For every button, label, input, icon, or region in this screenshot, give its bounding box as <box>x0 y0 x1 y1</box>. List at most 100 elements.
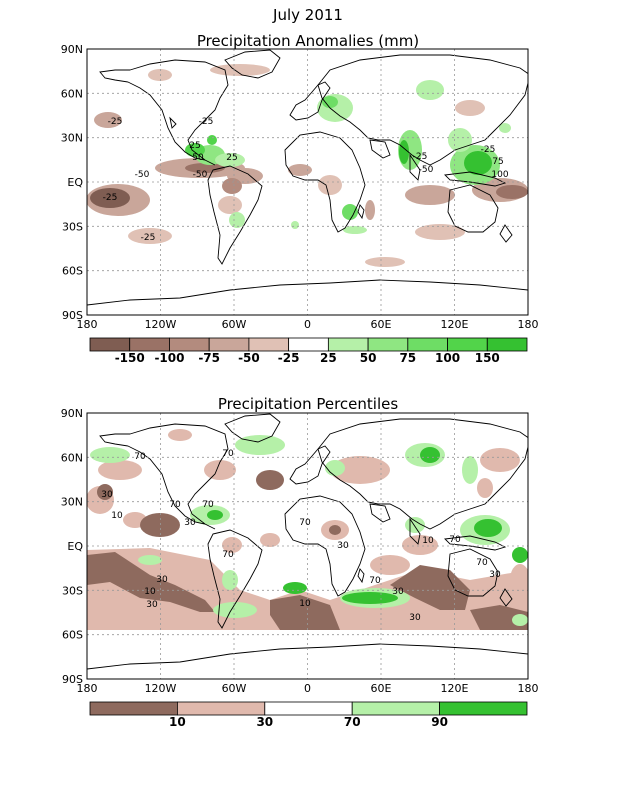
percentile-lon-labels: 180 120W 60W 0 60E 120E 180 <box>77 682 539 695</box>
coastlines <box>87 49 528 315</box>
colorbar-label: 75 <box>399 351 416 365</box>
colorbar-swatch <box>208 337 250 352</box>
colorbar-swatch <box>288 337 329 352</box>
lon-tick-label: 120E <box>441 318 469 331</box>
colorbar-label: 10 <box>169 715 186 729</box>
contour-label: 30 <box>392 587 404 597</box>
contour-label: -25 <box>103 193 118 203</box>
contour-label: -50 <box>419 165 434 175</box>
anomaly-contour-labels: -25 -50 -25 25 50 -25 25 -50 75 100 -25 -50 -25 -25 <box>103 117 509 243</box>
percentile-colorbar: 10 30 70 90 <box>89 701 528 729</box>
colorbar-swatch <box>407 337 448 352</box>
contour-label: 25 <box>189 141 200 151</box>
anomalies-title: Precipitation Anomalies (mm) <box>197 32 419 50</box>
lat-tick-label: EQ <box>67 540 83 553</box>
contour-label: 70 <box>369 576 381 586</box>
colorbar-swatch <box>176 701 266 716</box>
colorbar-label: 50 <box>360 351 377 365</box>
contour-label: -50 <box>193 170 208 180</box>
colorbar-swatch <box>89 337 131 352</box>
contour-label: -25 <box>108 117 123 127</box>
anomaly-shading <box>87 64 528 267</box>
colorbar-label: 30 <box>256 715 273 729</box>
coastlines <box>87 413 528 679</box>
contour-label: 70 <box>476 558 488 568</box>
contour-label: 30 <box>101 490 113 500</box>
lat-tick-label: 90N <box>61 43 83 56</box>
contour-label: -25 <box>413 152 428 162</box>
colorbar-swatch <box>439 701 528 716</box>
colorbar-label: -150 <box>115 351 145 365</box>
contour-label: 10 <box>111 511 123 521</box>
colorbar-label: 100 <box>435 351 460 365</box>
percentile-lat-labels: 90N 60N 30N EQ 30S 60S 90S <box>61 407 84 686</box>
contour-label: 70 <box>134 452 146 462</box>
contour-label: 70 <box>222 550 234 560</box>
colorbar-label: 25 <box>320 351 337 365</box>
lat-tick-label: 90S <box>62 673 83 686</box>
colorbar-swatch <box>351 701 441 716</box>
lat-tick-label: 60S <box>62 629 83 642</box>
contour-label: 70 <box>299 518 311 528</box>
contour-label: -25 <box>199 117 214 127</box>
lat-tick-label: 30S <box>62 220 83 233</box>
colorbar-label: -75 <box>198 351 220 365</box>
lon-tick-label: 180 <box>518 318 539 331</box>
percentile-shading <box>87 429 528 630</box>
lat-tick-label: 60S <box>62 265 83 278</box>
contour-label: 10 <box>144 587 156 597</box>
contour-label: 30 <box>489 570 501 580</box>
lon-tick-label: 180 <box>518 682 539 695</box>
lon-tick-label: 180 <box>77 682 98 695</box>
percentiles-title: Precipitation Percentiles <box>218 395 399 413</box>
lon-tick-label: 120W <box>145 318 177 331</box>
lon-tick-label: 120E <box>441 682 469 695</box>
colorbar-swatch <box>486 337 528 352</box>
colorbar-swatch <box>129 337 170 352</box>
contour-label: -25 <box>141 233 156 243</box>
contour-label: 75 <box>492 157 503 167</box>
lon-tick-label: 120W <box>145 682 177 695</box>
contour-label: 10 <box>422 536 434 546</box>
contour-label: 30 <box>409 613 421 623</box>
contour-label: 70 <box>449 535 461 545</box>
anomaly-lon-labels: 180 120W 60W 0 60E 120E 180 <box>77 318 539 331</box>
colorbar-label: 70 <box>344 715 361 729</box>
colorbar-label: 90 <box>431 715 448 729</box>
contour-label: -50 <box>135 170 150 180</box>
colorbar-swatch <box>89 701 178 716</box>
lat-tick-label: 90N <box>61 407 83 420</box>
contour-label: 50 <box>192 153 204 163</box>
lat-tick-label: 60N <box>61 87 83 100</box>
colorbar-swatch <box>264 701 353 716</box>
lon-tick-label: 60W <box>222 318 247 331</box>
contour-label: 30 <box>184 518 196 528</box>
anomalies-panel: Precipitation Anomalies (mm) <box>61 32 539 365</box>
colorbar-swatch <box>447 337 488 352</box>
contour-label: 30 <box>337 541 349 551</box>
lat-tick-label: 60N <box>61 451 83 464</box>
lon-tick-label: 60E <box>371 318 392 331</box>
colorbar-label: -50 <box>238 351 260 365</box>
colorbar-swatch <box>367 337 409 352</box>
figure-title: July 2011 <box>272 6 343 24</box>
contour-label: 30 <box>146 600 158 610</box>
anomaly-gridlines <box>87 49 528 315</box>
lat-tick-label: 90S <box>62 309 83 322</box>
lon-tick-label: 60W <box>222 682 247 695</box>
contour-label: 70 <box>202 500 214 510</box>
contour-label: 30 <box>156 575 168 585</box>
contour-label: 100 <box>491 170 508 180</box>
lon-tick-label: 60E <box>371 682 392 695</box>
contour-label: 10 <box>299 599 311 609</box>
lat-tick-label: EQ <box>67 176 83 189</box>
colorbar-swatch <box>248 337 290 352</box>
lat-tick-label: 30S <box>62 584 83 597</box>
contour-label: 70 <box>169 500 181 510</box>
lat-tick-label: 30N <box>61 132 83 145</box>
colorbar-label: 150 <box>475 351 500 365</box>
lon-tick-label: 0 <box>304 318 311 331</box>
colorbar-swatch <box>327 337 369 352</box>
percentile-gridlines <box>87 413 528 679</box>
